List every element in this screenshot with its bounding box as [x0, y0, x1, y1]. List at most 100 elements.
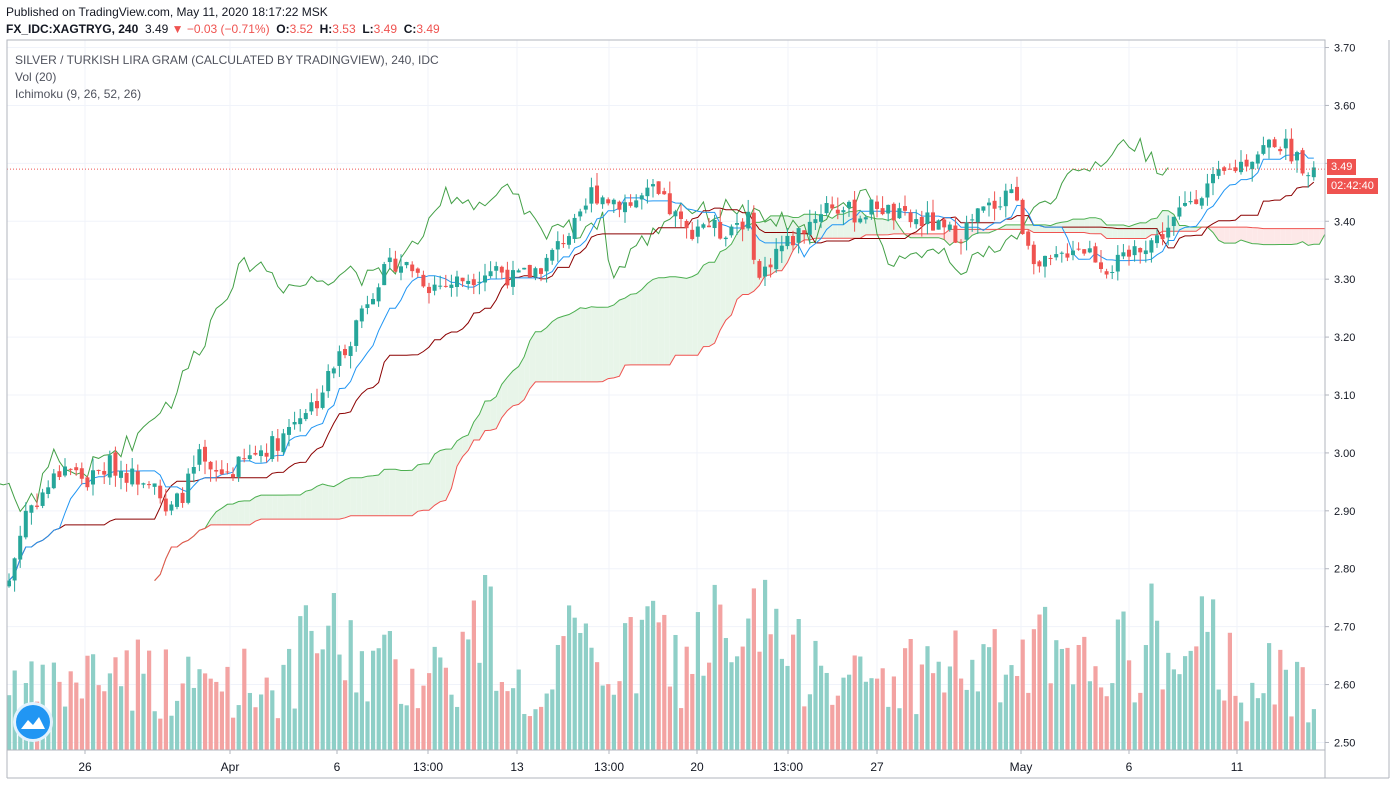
- ichimoku-legend[interactable]: Ichimoku (9, 26, 52, 26): [15, 87, 142, 101]
- ichimoku-cloud-segment: [1134, 222, 1141, 239]
- candle-body: [628, 202, 633, 206]
- candle-body: [970, 219, 975, 221]
- ichimoku-cloud-segment: [1285, 228, 1292, 245]
- candle-body: [113, 452, 118, 476]
- candle-body: [74, 467, 79, 471]
- candle-body: [292, 421, 297, 425]
- candle-body: [203, 446, 207, 462]
- candle-body: [494, 266, 499, 271]
- volume-bar: [684, 646, 689, 750]
- candle-body: [169, 504, 174, 511]
- volume-bar: [942, 692, 947, 750]
- ichimoku-cloud-segment: [490, 396, 497, 431]
- candle-body: [410, 264, 415, 272]
- candle-body: [835, 209, 840, 214]
- volume-bar: [51, 662, 56, 750]
- candle-body: [701, 224, 706, 228]
- ichimoku-cloud-segment: [714, 251, 721, 344]
- candle-body: [68, 468, 73, 470]
- volume-bar: [1015, 675, 1020, 750]
- ichimoku-cloud-segment: [1297, 228, 1303, 244]
- volume-bar: [7, 695, 12, 750]
- ichimoku-cloud-segment: [653, 277, 659, 365]
- tradingview-logo-icon[interactable]: [16, 705, 50, 739]
- candle-body: [186, 473, 191, 503]
- volume-bar: [231, 717, 236, 750]
- volume-bar: [975, 691, 980, 750]
- candle-body: [645, 187, 650, 197]
- volume-bar: [875, 678, 880, 750]
- volume-bar: [1026, 692, 1031, 750]
- volume-bar: [1104, 696, 1109, 750]
- candle-body: [931, 212, 935, 231]
- candle-body: [35, 505, 39, 507]
- volume-bar: [1261, 693, 1266, 750]
- ichimoku-cloud-segment: [1011, 224, 1017, 230]
- ichimoku-cloud-segment: [933, 233, 939, 238]
- volume-bar: [1132, 702, 1137, 750]
- ichimoku-cloud-segment: [333, 483, 340, 520]
- volume-legend[interactable]: Vol (20): [15, 70, 57, 84]
- candle-body: [1183, 202, 1187, 206]
- volume-bar: [499, 681, 504, 750]
- candle-body: [23, 510, 28, 538]
- candle-body: [656, 181, 661, 194]
- candle-body: [242, 458, 247, 460]
- ichimoku-cloud-segment: [602, 307, 609, 382]
- chart-title[interactable]: SILVER / TURKISH LIRA GRAM (CALCULATED B…: [15, 53, 439, 67]
- volume-bar: [712, 584, 717, 750]
- candle-body: [572, 217, 577, 239]
- volume-bar: [275, 718, 280, 750]
- candle-body: [936, 220, 941, 230]
- ichimoku-cloud-segment: [1168, 210, 1174, 232]
- volume-bar: [1048, 683, 1053, 750]
- candle-body: [623, 202, 627, 213]
- candle-body: [404, 261, 409, 266]
- volume-bar: [527, 716, 532, 750]
- close-label: C:: [403, 22, 417, 36]
- ichimoku-cloud-segment: [574, 307, 581, 382]
- volume-bar: [869, 678, 874, 750]
- symbol-ohlc-line: FX_IDC:XAGTRYG, 240 3.49 ▼ −0.03 (−0.71%…: [6, 22, 440, 36]
- volume-bar: [628, 617, 633, 750]
- ichimoku-cloud-segment: [406, 470, 413, 516]
- volume-bar: [695, 612, 700, 750]
- volume-bar: [1216, 689, 1221, 750]
- volume-bar: [639, 619, 644, 750]
- candle-body: [393, 258, 398, 272]
- volume-bar: [1171, 669, 1176, 750]
- candle-body: [1127, 249, 1131, 257]
- volume-bar: [270, 690, 275, 750]
- volume-bar: [1267, 643, 1272, 750]
- candle-body: [880, 208, 885, 215]
- volume-bar: [723, 637, 728, 750]
- candle-body: [253, 452, 258, 455]
- ichimoku-cloud-segment: [636, 289, 642, 365]
- candle-body: [908, 212, 913, 223]
- low-label: L:: [362, 22, 374, 36]
- ichimoku-cloud-segment: [339, 479, 345, 520]
- volume-bar: [1177, 674, 1182, 750]
- ichimoku-cloud-segment: [266, 495, 273, 520]
- candle-body: [1071, 250, 1075, 256]
- candle-body: [102, 470, 107, 475]
- volume-bar: [1093, 666, 1098, 750]
- high-label: H:: [319, 22, 333, 36]
- ichimoku-cloud-segment: [429, 454, 435, 511]
- ichimoku-cloud-segment: [916, 233, 922, 238]
- candle-body: [796, 228, 801, 243]
- candle-body: [331, 368, 336, 374]
- volume-bar: [331, 593, 336, 750]
- y-tick-label: 2.50: [1334, 737, 1355, 749]
- volume-bar: [1311, 709, 1316, 750]
- ichimoku-cloud-segment: [221, 504, 228, 525]
- candle-body: [141, 483, 146, 485]
- ichimoku-cloud-segment: [731, 233, 737, 316]
- ichimoku-cloud-segment: [597, 307, 603, 382]
- volume-bar: [583, 623, 588, 750]
- candle-body: [1205, 183, 1210, 198]
- volume-bar: [645, 606, 650, 750]
- candle-body: [1222, 167, 1227, 171]
- candle-body: [555, 241, 560, 250]
